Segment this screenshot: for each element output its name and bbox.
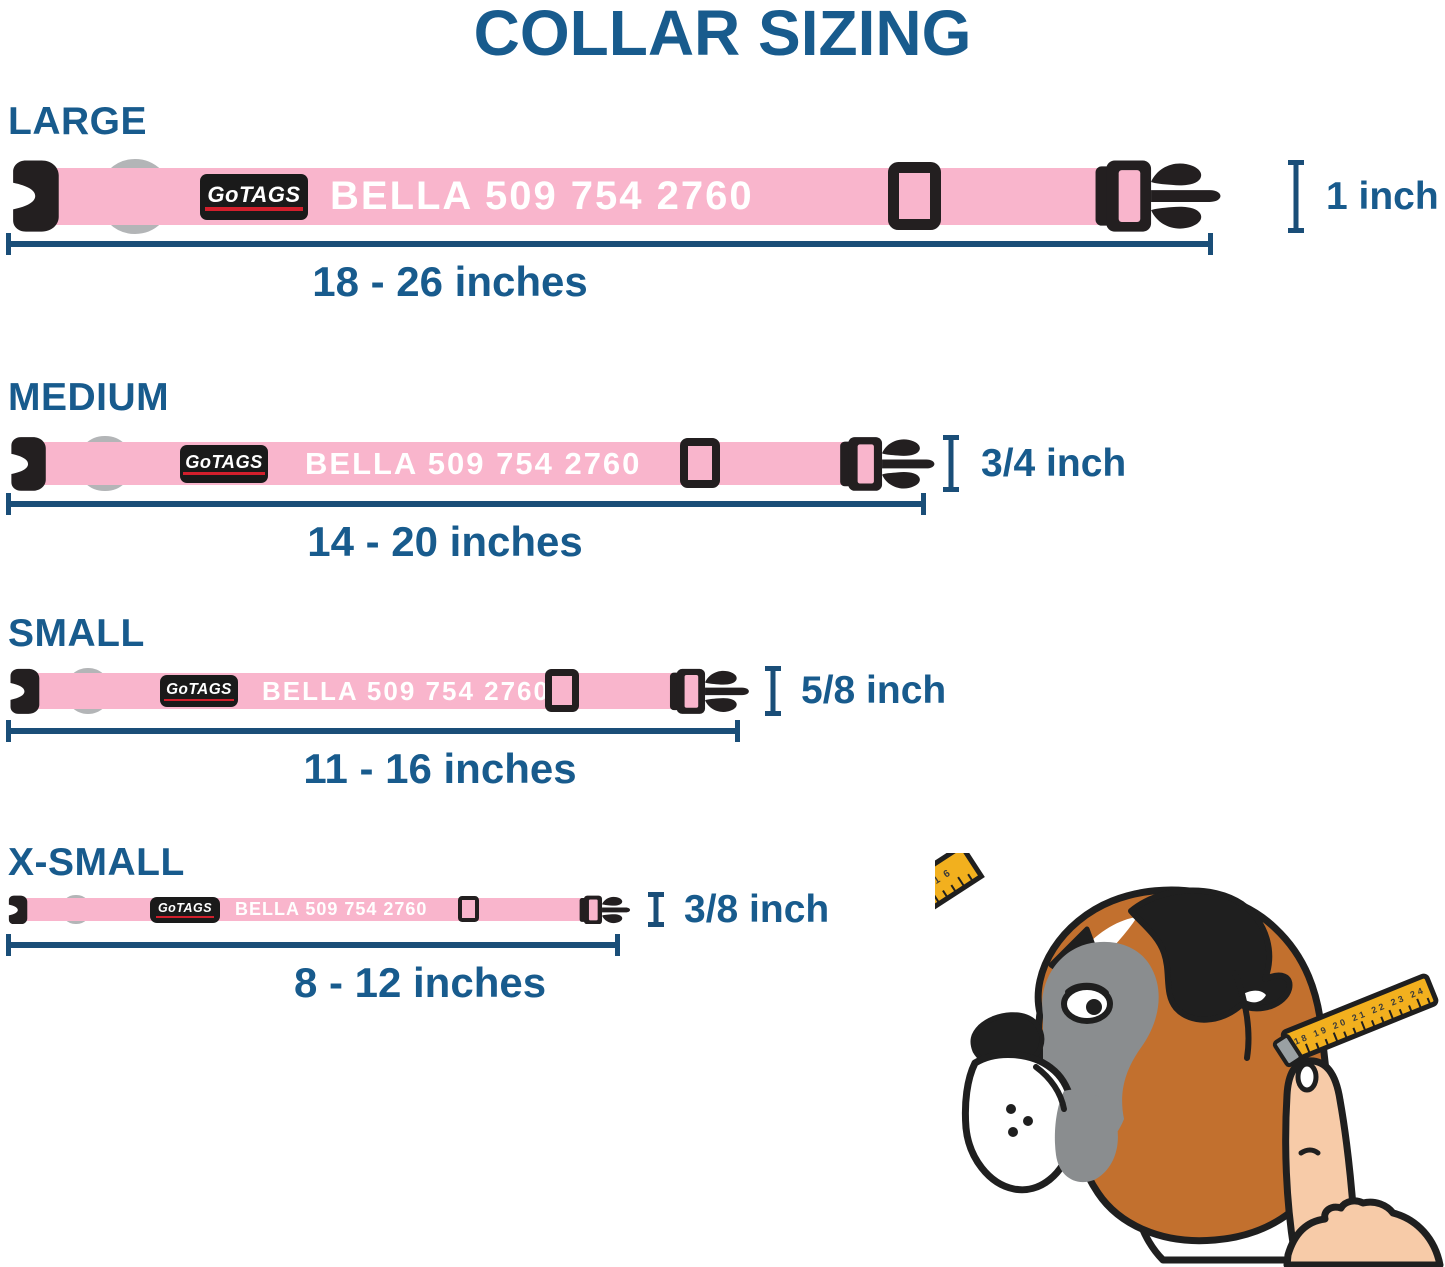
personalized-name-text: BELLA 509 754 2760: [235, 899, 428, 919]
length-measure-line: [6, 720, 740, 742]
tri-glide-slider-icon: [888, 162, 942, 230]
tape-end-clip: [1272, 1034, 1303, 1068]
width-label-medium: 3/4 inch: [981, 441, 1127, 485]
range-label-small: 11 - 16 inches: [303, 745, 577, 792]
hand: [1282, 1057, 1444, 1267]
gotags-logo: GoTAGS: [150, 896, 220, 923]
length-measure-line: [6, 233, 1213, 255]
gotags-logo: GoTAGS: [180, 444, 268, 483]
tri-glide-slider-icon: [545, 669, 579, 713]
width-indicator-bar: [648, 891, 664, 928]
width-label-small: 5/8 inch: [801, 669, 947, 712]
collar-band: [38, 442, 865, 485]
range-label-medium: 14 - 20 inches: [307, 518, 583, 565]
page-title: COLLAR SIZING: [473, 0, 972, 69]
width-label-x-small: 3/8 inch: [684, 887, 830, 931]
personalized-name-text: BELLA 509 754 2760: [262, 675, 550, 706]
personalized-name-text: BELLA 509 754 2760: [330, 174, 754, 218]
female-buckle-icon: [8, 895, 28, 924]
male-buckle-icon: [1095, 160, 1221, 233]
collar-band: [33, 673, 691, 709]
range-label-x-small: 8 - 12 inches: [293, 959, 547, 1006]
dog-measuring-illustration: 10 11 12 13 14 15 16 18 19 20 21 22 23 2…: [935, 853, 1445, 1267]
female-buckle-icon: [13, 160, 59, 233]
width-indicator-bar: [1288, 160, 1304, 233]
gotags-logo: GoTAGS: [160, 675, 238, 707]
width-label-large: 1 inch: [1326, 174, 1439, 218]
tri-glide-slider-icon: [458, 895, 479, 923]
size-label-small: SMALL: [8, 612, 145, 655]
width-indicator-bar: [765, 666, 781, 716]
size-label-x-small: X-SMALL: [8, 841, 185, 884]
male-buckle-icon: [840, 436, 935, 491]
range-label-large: 18 - 26 inches: [312, 258, 588, 305]
dog-head: [961, 886, 1339, 1264]
female-buckle-icon: [10, 668, 40, 714]
tri-glide-slider-icon: [680, 437, 720, 489]
size-label-large: LARGE: [8, 100, 147, 143]
length-measure-line: [6, 934, 620, 956]
male-buckle-icon: [670, 668, 750, 714]
gotags-logo: GoTAGS: [200, 173, 308, 220]
female-buckle-icon: [11, 436, 46, 491]
personalized-name-text: BELLA 509 754 2760: [305, 445, 642, 481]
length-measure-line: [6, 493, 926, 515]
size-label-medium: MEDIUM: [8, 376, 170, 419]
male-buckle-icon: [579, 895, 631, 924]
width-indicator-bar: [943, 434, 959, 493]
